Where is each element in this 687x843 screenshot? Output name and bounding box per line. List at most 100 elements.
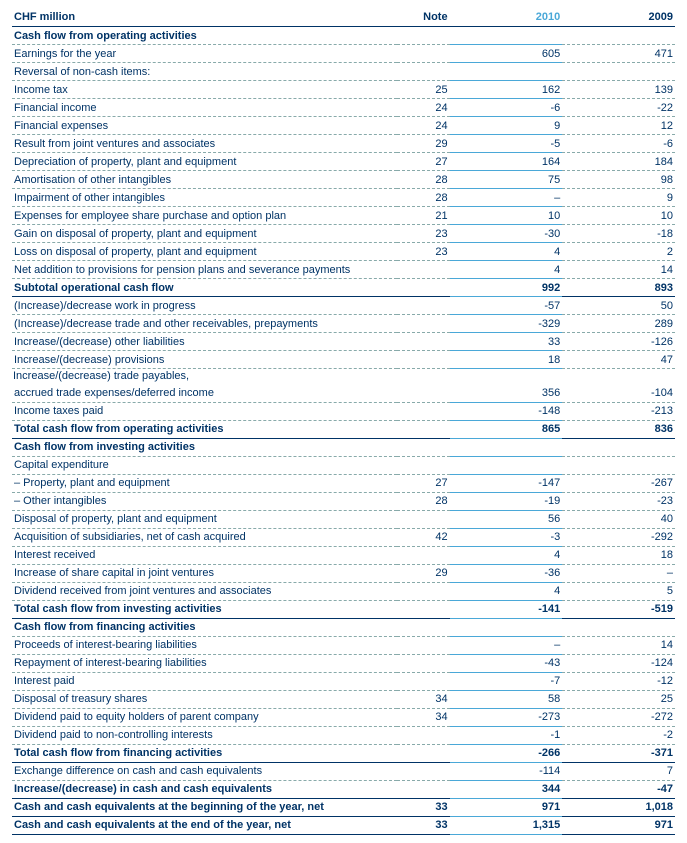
row-note bbox=[397, 438, 450, 456]
row-label: Financial expenses bbox=[12, 117, 397, 135]
row-value-2010: -43 bbox=[450, 654, 563, 672]
row-note bbox=[397, 456, 450, 474]
row-label: Cash and cash equivalents at the beginni… bbox=[12, 798, 397, 816]
table-row: Interest paid-7-12 bbox=[12, 672, 675, 690]
row-label: (Increase)/decrease trade and other rece… bbox=[12, 315, 397, 333]
row-value-2010 bbox=[450, 438, 563, 456]
row-note: 23 bbox=[397, 225, 450, 243]
row-value-2010: 4 bbox=[450, 546, 563, 564]
row-value-2009: -22 bbox=[562, 99, 675, 117]
row-value-2010: 4 bbox=[450, 582, 563, 600]
row-value-2009: 50 bbox=[562, 297, 675, 315]
row-label: Cash flow from investing activities bbox=[12, 438, 397, 456]
row-note: 21 bbox=[397, 207, 450, 225]
row-label: Cash flow from operating activities bbox=[12, 27, 397, 45]
row-value-2010: 865 bbox=[450, 420, 563, 438]
row-label: Gain on disposal of property, plant and … bbox=[12, 225, 397, 243]
row-label: Income tax bbox=[12, 81, 397, 99]
row-value-2010: 356 bbox=[450, 385, 563, 403]
table-body: Cash flow from operating activitiesEarni… bbox=[12, 27, 675, 835]
row-note: 34 bbox=[397, 690, 450, 708]
table-row: Depreciation of property, plant and equi… bbox=[12, 153, 675, 171]
row-value-2010 bbox=[450, 27, 563, 45]
header-unit: CHF million bbox=[12, 8, 397, 27]
row-label: Depreciation of property, plant and equi… bbox=[12, 153, 397, 171]
table-row: Income tax25162139 bbox=[12, 81, 675, 99]
row-value-2010: 344 bbox=[450, 780, 563, 798]
table-row: Subtotal operational cash flow992893 bbox=[12, 279, 675, 297]
row-value-2010: -19 bbox=[450, 492, 563, 510]
table-row: Cash and cash equivalents at the beginni… bbox=[12, 798, 675, 816]
table-row: Amortisation of other intangibles287598 bbox=[12, 171, 675, 189]
row-value-2009: 836 bbox=[562, 420, 675, 438]
row-value-2010: -141 bbox=[450, 600, 563, 618]
row-label: Financial income bbox=[12, 99, 397, 117]
row-label: Interest received bbox=[12, 546, 397, 564]
table-row: Gain on disposal of property, plant and … bbox=[12, 225, 675, 243]
row-label: Net addition to provisions for pension p… bbox=[12, 261, 397, 279]
row-value-2010: 10 bbox=[450, 207, 563, 225]
table-row: accrued trade expenses/deferred income 35… bbox=[12, 385, 675, 403]
row-value-2010: -7 bbox=[450, 672, 563, 690]
row-label: Increase/(decrease) trade payables, bbox=[12, 369, 397, 385]
row-value-2009: 7 bbox=[562, 762, 675, 780]
row-value-2010: -30 bbox=[450, 225, 563, 243]
row-value-2009: 47 bbox=[562, 351, 675, 369]
row-label: Dividend paid to non-controlling interes… bbox=[12, 726, 397, 744]
row-note bbox=[397, 420, 450, 438]
table-row: Increase of share capital in joint ventu… bbox=[12, 564, 675, 582]
row-note bbox=[397, 654, 450, 672]
row-label: Amortisation of other intangibles bbox=[12, 171, 397, 189]
row-value-2010: 1,315 bbox=[450, 816, 563, 834]
table-row: Income taxes paid-148-213 bbox=[12, 402, 675, 420]
row-value-2010 bbox=[450, 369, 563, 385]
row-label: Dividend paid to equity holders of paren… bbox=[12, 708, 397, 726]
table-row: (Increase)/decrease work in progress-575… bbox=[12, 297, 675, 315]
row-value-2010: 56 bbox=[450, 510, 563, 528]
table-row: Disposal of property, plant and equipmen… bbox=[12, 510, 675, 528]
row-value-2009: -371 bbox=[562, 744, 675, 762]
row-value-2010: -114 bbox=[450, 762, 563, 780]
table-row: Total cash flow from operating activitie… bbox=[12, 420, 675, 438]
row-label: Proceeds of interest-bearing liabilities bbox=[12, 636, 397, 654]
table-row: – Property, plant and equipment27-147-26… bbox=[12, 474, 675, 492]
row-note bbox=[397, 636, 450, 654]
row-value-2009: -126 bbox=[562, 333, 675, 351]
row-value-2009: 184 bbox=[562, 153, 675, 171]
row-note bbox=[397, 45, 450, 63]
table-header-row: CHF million Note 2010 2009 bbox=[12, 8, 675, 27]
row-note bbox=[397, 315, 450, 333]
row-note: 33 bbox=[397, 798, 450, 816]
row-note: 24 bbox=[397, 117, 450, 135]
row-value-2010: -147 bbox=[450, 474, 563, 492]
row-label: accrued trade expenses/deferred income bbox=[12, 385, 397, 403]
row-note: 42 bbox=[397, 528, 450, 546]
row-label: Total cash flow from investing activitie… bbox=[12, 600, 397, 618]
row-value-2010: 33 bbox=[450, 333, 563, 351]
row-label: Disposal of property, plant and equipmen… bbox=[12, 510, 397, 528]
row-value-2009 bbox=[562, 618, 675, 636]
row-note bbox=[397, 351, 450, 369]
row-value-2009 bbox=[562, 369, 675, 385]
row-value-2010: -266 bbox=[450, 744, 563, 762]
row-value-2009: -6 bbox=[562, 135, 675, 153]
table-row: Interest received418 bbox=[12, 546, 675, 564]
table-row: Repayment of interest-bearing liabilitie… bbox=[12, 654, 675, 672]
row-value-2009: 25 bbox=[562, 690, 675, 708]
row-value-2010: -329 bbox=[450, 315, 563, 333]
row-value-2010: 4 bbox=[450, 261, 563, 279]
table-row: Increase/(decrease) trade payables, bbox=[12, 369, 675, 385]
row-note bbox=[397, 726, 450, 744]
table-row: Result from joint ventures and associate… bbox=[12, 135, 675, 153]
row-note bbox=[397, 600, 450, 618]
row-note: 23 bbox=[397, 243, 450, 261]
row-label: Subtotal operational cash flow bbox=[12, 279, 397, 297]
row-value-2010: 9 bbox=[450, 117, 563, 135]
row-value-2010: -5 bbox=[450, 135, 563, 153]
table-row: Reversal of non-cash items: bbox=[12, 63, 675, 81]
row-value-2010: -3 bbox=[450, 528, 563, 546]
table-row: – Other intangibles28-19-23 bbox=[12, 492, 675, 510]
row-note bbox=[397, 63, 450, 81]
row-note bbox=[397, 510, 450, 528]
row-note bbox=[397, 369, 450, 385]
